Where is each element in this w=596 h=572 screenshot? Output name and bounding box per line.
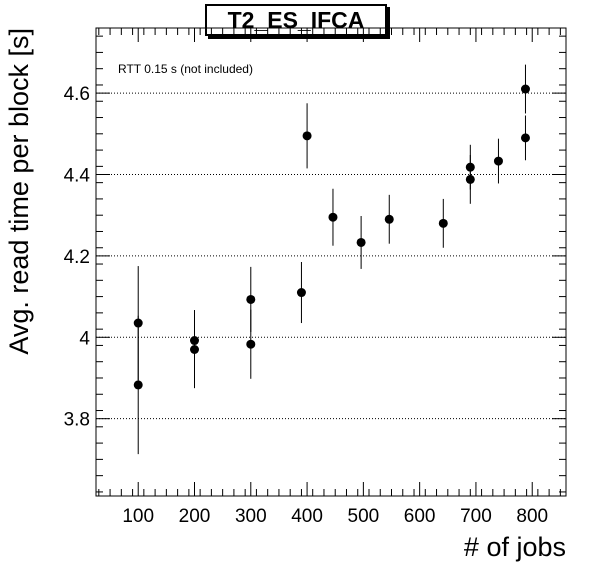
grid-lines bbox=[96, 92, 566, 420]
x-tick-label: 200 bbox=[179, 506, 211, 527]
plot-frame bbox=[95, 27, 567, 497]
y-tick-label: 4.4 bbox=[64, 166, 91, 187]
y-tick-label: 4.2 bbox=[64, 247, 90, 268]
x-tick-label: 400 bbox=[291, 506, 323, 527]
data-point bbox=[356, 237, 366, 247]
chart-annotation: RTT 0.15 s (not included) bbox=[118, 62, 253, 76]
y-tick-label: 4.6 bbox=[64, 84, 90, 105]
y-axis-label: Avg. read time per block [s] bbox=[4, 28, 34, 355]
data-point bbox=[190, 344, 200, 354]
data-points bbox=[133, 64, 530, 455]
data-point bbox=[384, 214, 394, 224]
axis-ticks bbox=[96, 28, 566, 496]
x-tick-label: 700 bbox=[460, 506, 492, 527]
x-tick-label: 500 bbox=[348, 506, 380, 527]
x-tick-label: 800 bbox=[516, 506, 548, 527]
x-axis-label: # of jobs bbox=[464, 532, 566, 562]
data-point bbox=[246, 339, 256, 349]
data-point bbox=[328, 212, 338, 222]
data-point bbox=[133, 380, 143, 390]
y-tick-labels: 3.8 4 4.2 4.4 4.6 bbox=[64, 84, 91, 431]
data-point bbox=[246, 294, 256, 304]
x-tick-label: 100 bbox=[122, 506, 154, 527]
data-point bbox=[493, 156, 503, 166]
x-tick-label: 600 bbox=[404, 506, 436, 527]
data-point bbox=[520, 84, 530, 94]
y-tick-label: 3.8 bbox=[64, 410, 90, 431]
data-point bbox=[438, 218, 448, 228]
y-tick-label: 4 bbox=[79, 328, 90, 349]
data-point bbox=[465, 174, 475, 184]
data-point bbox=[302, 131, 312, 141]
x-tick-labels: 100 200 300 400 500 600 700 800 bbox=[122, 506, 548, 527]
data-point bbox=[296, 288, 306, 298]
data-point bbox=[520, 133, 530, 143]
x-tick-label: 300 bbox=[235, 506, 267, 527]
